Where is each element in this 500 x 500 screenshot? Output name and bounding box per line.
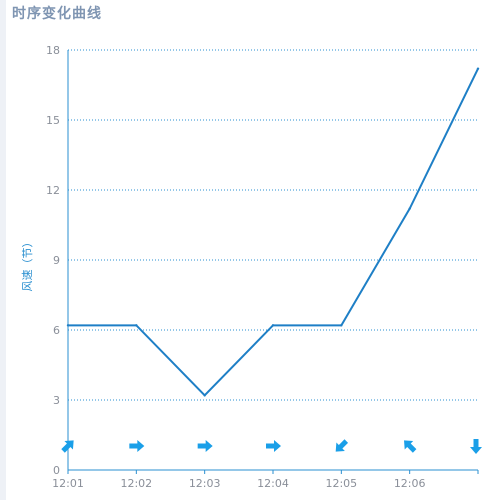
data-point (271, 324, 275, 327)
y-tick-label: 18 (46, 44, 60, 57)
series-layer (66, 67, 480, 397)
y-tick-label: 15 (46, 114, 60, 127)
wind-arrow-icon (404, 440, 417, 453)
wind-arrow-icon (129, 440, 145, 452)
y-tick-label: 0 (53, 464, 60, 477)
chart-title: 时序变化曲线 (12, 6, 102, 22)
grid-lines (68, 49, 478, 401)
x-tick-label: 12:05 (325, 477, 357, 490)
x-tick-label: 12:01 (52, 477, 84, 490)
x-tick-label: 12:02 (120, 477, 152, 490)
x-tick-label: 12:06 (394, 477, 426, 490)
data-point (135, 324, 138, 327)
y-tick-label: 3 (53, 394, 60, 407)
data-point (66, 324, 70, 327)
y-tick-labels: 0 3 6 9 12 15 18 (46, 44, 60, 477)
y-tick-label: 6 (53, 324, 60, 337)
wind-arrow-icon (61, 440, 74, 453)
wind-arrow-icon (197, 440, 213, 452)
data-point (340, 324, 343, 327)
wind-arrow-icon (266, 440, 281, 452)
y-tick-label: 12 (46, 184, 60, 197)
wind-arrows (61, 439, 482, 454)
axes (67, 50, 479, 474)
wind-arrow-icon (335, 439, 349, 452)
x-tick-labels: 12:01 12:02 12:03 12:04 12:05 12:06 (52, 477, 425, 490)
data-point (203, 394, 206, 397)
data-point (408, 207, 411, 210)
y-tick-label: 9 (53, 254, 60, 267)
wind-arrow-icon (470, 439, 482, 454)
series-line (68, 68, 479, 397)
x-tick-label: 12:03 (189, 477, 221, 490)
data-point (476, 67, 480, 70)
x-tick-label: 12:04 (257, 477, 289, 490)
left-edge-bar (0, 0, 6, 500)
